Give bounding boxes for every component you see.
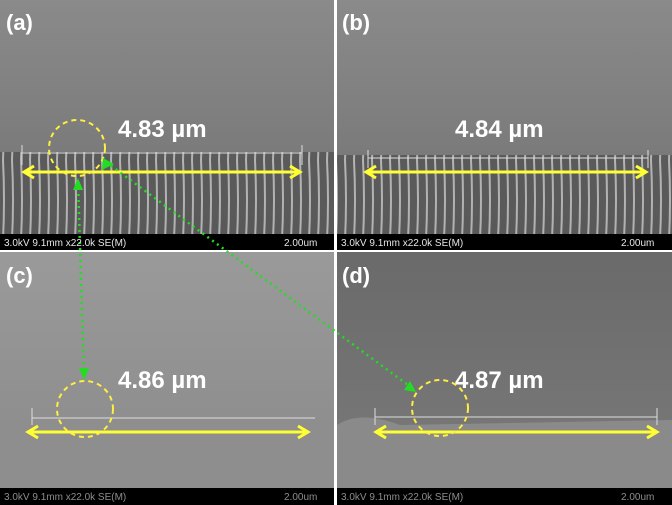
panel-label-c: (c) [6, 263, 33, 288]
comparison-links [76, 160, 413, 390]
panel-a [0, 0, 334, 250]
scale-d: 2.00um [621, 492, 654, 503]
highlight-circles [48, 119, 469, 438]
panel-d [337, 252, 672, 505]
panel-label-b: (b) [342, 10, 370, 35]
thickness-d: 4.87 µm [455, 367, 544, 394]
info-c: 3.0kV 9.1mm x22.0k SE(M) [4, 492, 126, 503]
info-b: 3.0kV 9.1mm x22.0k SE(M) [341, 238, 463, 249]
scale-b: 2.00um [621, 238, 654, 249]
scale-c: 2.00um [284, 492, 317, 503]
thickness-b: 4.84 µm [455, 116, 544, 143]
thickness-a: 4.83 µm [118, 116, 207, 143]
panel-b [337, 0, 672, 250]
thickness-arrows [21, 164, 660, 440]
panel-c [0, 252, 334, 505]
info-a: 3.0kV 9.1mm x22.0k SE(M) [4, 238, 126, 249]
scale-a: 2.00um [284, 238, 317, 249]
panel-label-a: (a) [6, 10, 33, 35]
panel-label-d: (d) [342, 263, 370, 288]
info-d: 3.0kV 9.1mm x22.0k SE(M) [341, 492, 463, 503]
thickness-c: 4.86 µm [118, 367, 207, 394]
